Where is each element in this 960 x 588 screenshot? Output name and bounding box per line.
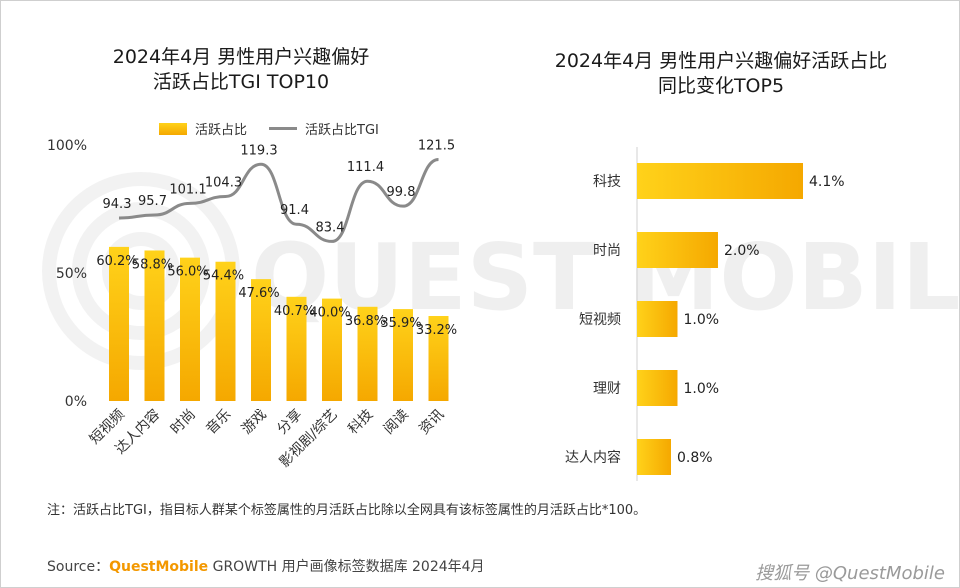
bar	[180, 257, 200, 401]
tgi-value-label: 104.3	[205, 176, 242, 191]
x-category-label: 科技	[345, 407, 376, 438]
tgi-line	[118, 158, 439, 243]
bar-value-label: 60.2%	[96, 254, 137, 269]
source-line: Source：QuestMobile GROWTH 用户画像标签数据库 2024…	[47, 556, 485, 576]
left-chart-title: 2024年4月 男性用户兴趣偏好 活跃占比TGI TOP10	[41, 45, 441, 95]
x-category-label: 游戏	[239, 407, 270, 438]
hbar-value-label: 0.8%	[677, 450, 713, 466]
right-chart-title: 2024年4月 男性用户兴趣偏好活跃占比 同比变化TOP5	[501, 49, 941, 99]
right-chart: 科技 4.1% 时尚 2.0% 短视频 1.0% 理财 1.0% 达人内容 0.8%	[565, 147, 845, 481]
hbar	[637, 301, 678, 337]
bar	[109, 246, 129, 401]
tgi-value-label: 111.4	[347, 160, 384, 175]
category-label: 科技	[593, 174, 621, 190]
category-label: 理财	[593, 381, 621, 397]
hbar	[637, 439, 671, 475]
bar-value-label: 40.0%	[309, 306, 350, 321]
tgi-value-label: 91.4	[280, 203, 309, 218]
left-title-line1: 2024年4月 男性用户兴趣偏好	[112, 46, 370, 68]
bar	[357, 306, 378, 401]
category-label: 短视频	[579, 312, 621, 328]
x-category-label: 资讯	[416, 407, 447, 438]
category-label: 时尚	[593, 243, 621, 259]
left-chart-legend: 活跃占比 活跃占比TGI	[159, 119, 379, 138]
x-category-label: 阅读	[380, 406, 412, 438]
bar	[215, 261, 236, 401]
left-title-line2: 活跃占比TGI TOP10	[152, 71, 330, 93]
x-category-label: 音乐	[203, 406, 235, 438]
y-tick-label: 0%	[65, 394, 87, 410]
hbar-value-label: 1.0%	[683, 312, 719, 328]
category-label: 达人内容	[565, 449, 621, 466]
hbar	[637, 370, 678, 406]
tgi-value-label: 101.1	[169, 182, 206, 197]
source-suffix: GROWTH 用户画像标签数据库 2024年4月	[208, 559, 485, 575]
legend-bar-label: 活跃占比	[195, 123, 248, 138]
right-title-line1: 2024年4月 男性用户兴趣偏好活跃占比	[554, 50, 888, 72]
source-prefix: Source：	[47, 559, 110, 575]
bar	[393, 309, 413, 401]
bar-value-label: 40.7%	[274, 304, 315, 319]
bar-value-label: 36.8%	[345, 314, 386, 329]
left-chart: 100%50%0%60.2%短视频58.8%达人内容56.0%时尚54.4%音乐…	[47, 138, 457, 471]
bar-value-label: 58.8%	[132, 257, 173, 272]
bar-value-label: 47.6%	[238, 286, 279, 301]
tgi-value-label: 99.8	[387, 185, 416, 200]
tgi-value-label: 121.5	[418, 139, 455, 154]
x-category-label: 分享	[274, 406, 306, 438]
tgi-value-label: 94.3	[103, 197, 132, 212]
hbar-value-label: 4.1%	[809, 174, 845, 190]
legend-line-swatch	[269, 127, 298, 130]
hbar	[637, 163, 803, 199]
bar-value-label: 56.0%	[167, 265, 208, 280]
bar	[428, 316, 449, 401]
tgi-value-label: 83.4	[316, 220, 345, 235]
hbar	[637, 232, 718, 268]
bar	[286, 296, 307, 401]
bar	[251, 279, 271, 401]
bar	[322, 298, 342, 401]
footnote: 注：活跃占比TGI，指目标人群某个标签属性的月活跃占比除以全网具有该标签属性的月…	[47, 503, 647, 518]
source-brand: QuestMobile	[109, 559, 209, 575]
hbar-value-label: 2.0%	[724, 243, 760, 259]
credit: 搜狐号 @QuestMobile	[755, 563, 945, 584]
bar	[144, 250, 165, 401]
bar-value-label: 33.2%	[416, 323, 457, 338]
y-tick-label: 100%	[47, 138, 87, 154]
bar-value-label: 54.4%	[203, 269, 244, 284]
tgi-value-label: 119.3	[240, 143, 277, 158]
x-category-label: 时尚	[168, 407, 199, 438]
y-tick-label: 50%	[56, 266, 87, 282]
legend-line-label: 活跃占比TGI	[305, 123, 379, 138]
tgi-value-label: 95.7	[138, 194, 167, 209]
legend-bar-swatch	[159, 122, 187, 135]
right-title-line2: 同比变化TOP5	[657, 75, 785, 97]
hbar-value-label: 1.0%	[683, 381, 719, 397]
bar-value-label: 35.9%	[380, 316, 421, 331]
